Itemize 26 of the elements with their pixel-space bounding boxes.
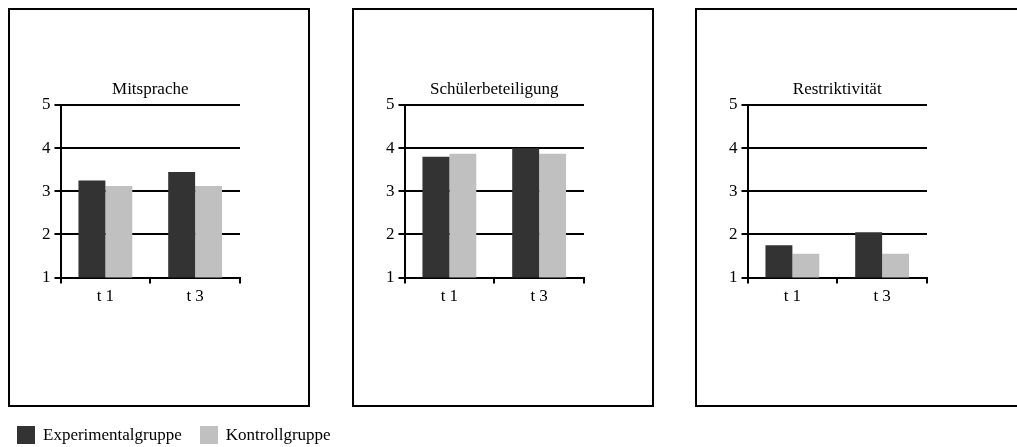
x-tick-label: t 3: [530, 286, 548, 306]
y-tick-label: 4: [386, 137, 395, 157]
chart-title: Schülerbeteiligung: [430, 79, 559, 99]
y-tick-label: 2: [386, 223, 395, 243]
x-tick-label: t 1: [783, 286, 802, 306]
legend-label: Experimentalgruppe: [43, 425, 182, 445]
y-tick-label: 5: [42, 94, 51, 114]
y-tick-label: 2: [42, 223, 51, 243]
y-tick-label: 1: [386, 267, 395, 287]
chart-title: Mitsprache: [112, 79, 189, 99]
x-tick-label: t 3: [186, 286, 204, 306]
y-tick-label: 4: [42, 137, 51, 157]
y-tick-label: 5: [386, 94, 395, 114]
y-tick-label: 3: [729, 180, 738, 200]
y-tick-label: 2: [729, 223, 738, 243]
x-tick-label: t 3: [873, 286, 891, 306]
y-tick-label: 3: [42, 180, 51, 200]
y-tick-label: 4: [729, 137, 738, 157]
y-tick-label: 5: [729, 94, 738, 114]
y-tick-label: 3: [386, 180, 395, 200]
x-tick-label: t 1: [440, 286, 459, 306]
chart-title: Restriktivität: [792, 79, 882, 99]
y-tick-label: 1: [729, 267, 738, 287]
x-tick-label: t 1: [96, 286, 115, 306]
legend-label: Kontrollgruppe: [225, 425, 331, 445]
y-tick-label: 1: [42, 267, 51, 287]
